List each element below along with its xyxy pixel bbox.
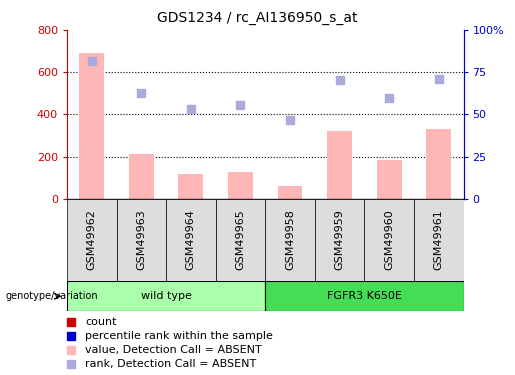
Text: GSM49960: GSM49960 <box>384 210 394 270</box>
Text: GSM49959: GSM49959 <box>335 210 345 270</box>
Bar <box>228 172 253 199</box>
Text: value, Detection Call = ABSENT: value, Detection Call = ABSENT <box>85 345 262 355</box>
Bar <box>179 174 203 199</box>
Text: GSM49965: GSM49965 <box>235 210 246 270</box>
Text: percentile rank within the sample: percentile rank within the sample <box>85 331 273 341</box>
Bar <box>327 131 352 199</box>
Text: GSM49961: GSM49961 <box>434 210 444 270</box>
Bar <box>365 199 414 281</box>
Point <box>187 106 195 112</box>
Bar <box>265 199 315 281</box>
Text: genotype/variation: genotype/variation <box>5 291 98 301</box>
Bar <box>67 281 265 311</box>
Text: GSM49958: GSM49958 <box>285 210 295 270</box>
Text: wild type: wild type <box>141 291 192 301</box>
Point <box>286 117 294 123</box>
Text: FGFR3 K650E: FGFR3 K650E <box>327 291 402 301</box>
Text: GSM49962: GSM49962 <box>87 210 97 270</box>
Bar <box>79 53 104 199</box>
Point <box>435 75 443 81</box>
Point <box>335 76 344 82</box>
Bar <box>315 199 365 281</box>
Bar <box>377 160 402 199</box>
Text: GSM49964: GSM49964 <box>186 210 196 270</box>
Bar <box>216 199 265 281</box>
Bar <box>426 129 451 199</box>
Bar <box>129 154 153 199</box>
Text: GDS1234 / rc_AI136950_s_at: GDS1234 / rc_AI136950_s_at <box>157 11 358 25</box>
Point <box>137 90 145 96</box>
Bar <box>414 199 464 281</box>
Point <box>88 58 96 64</box>
Text: GSM49963: GSM49963 <box>136 210 146 270</box>
Bar <box>166 199 216 281</box>
Point <box>385 94 393 100</box>
Bar <box>116 199 166 281</box>
Bar <box>265 281 464 311</box>
Bar <box>67 199 116 281</box>
Point <box>236 102 245 108</box>
Text: rank, Detection Call = ABSENT: rank, Detection Call = ABSENT <box>85 359 256 369</box>
Bar <box>278 186 302 199</box>
Text: count: count <box>85 317 116 327</box>
